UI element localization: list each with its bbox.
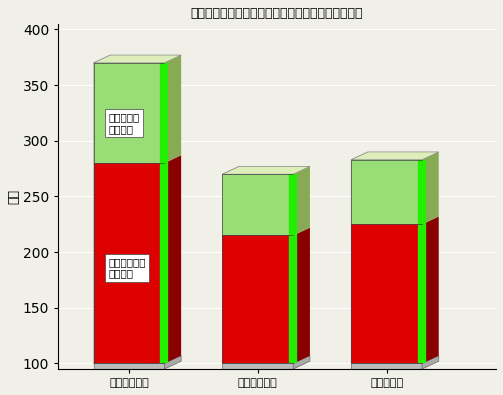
Polygon shape (222, 235, 293, 363)
Polygon shape (94, 363, 164, 369)
Polygon shape (94, 55, 181, 63)
Text: 特別に支給
する給与: 特別に支給 する給与 (108, 112, 140, 134)
Polygon shape (293, 228, 310, 363)
Polygon shape (422, 216, 439, 363)
Polygon shape (164, 356, 181, 369)
Polygon shape (351, 160, 422, 224)
Polygon shape (222, 363, 293, 369)
Polygon shape (222, 166, 310, 174)
Text: きまって支給
する給与: きまって支給 する給与 (108, 257, 146, 278)
Polygon shape (351, 224, 422, 363)
Polygon shape (94, 163, 164, 363)
Polygon shape (94, 63, 164, 163)
Polygon shape (422, 356, 439, 369)
Polygon shape (293, 166, 310, 235)
Polygon shape (222, 356, 310, 363)
Polygon shape (293, 356, 310, 369)
Polygon shape (351, 152, 439, 160)
Polygon shape (351, 363, 422, 369)
Polygon shape (164, 155, 181, 363)
Y-axis label: 千円: 千円 (7, 189, 20, 204)
Polygon shape (422, 152, 439, 224)
Title: 図２５　現金給与総額の規模別比較（調査産業計）: 図２５ 現金給与総額の規模別比較（調査産業計） (191, 7, 363, 20)
Polygon shape (94, 356, 181, 363)
Polygon shape (164, 55, 181, 163)
Polygon shape (222, 174, 293, 235)
Polygon shape (351, 356, 439, 363)
